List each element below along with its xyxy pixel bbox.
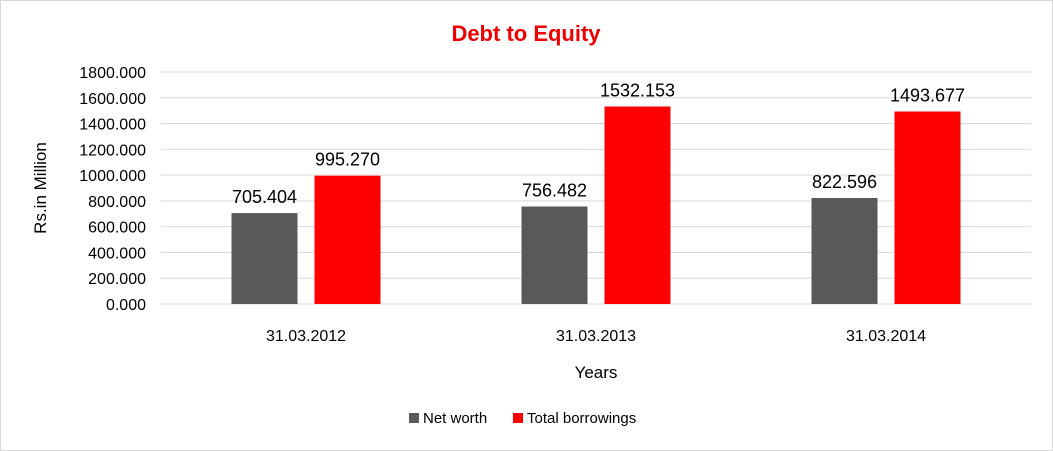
x-tick-label-1: 31.03.2013 [556, 328, 636, 345]
y-tick-label-0: 0.000 [106, 297, 146, 314]
legend-swatch-net-worth [409, 413, 419, 423]
chart-title: Debt to Equity [451, 21, 601, 46]
y-axis-ticks: 0.000 200.000 400.000 600.000 800.000 1000.00… [79, 65, 146, 314]
bars [231, 106, 961, 305]
x-tick-label-0: 31.03.2012 [266, 328, 346, 345]
legend: Net worth Total borrowings [409, 410, 636, 427]
y-tick-label-5: 1000.000 [79, 168, 146, 185]
x-axis-ticks: 31.03.2012 31.03.2013 31.03.2014 [266, 328, 926, 345]
y-tick-label-1: 200.000 [88, 271, 146, 288]
data-label-net-worth-2: 822.596 [812, 172, 877, 192]
y-tick-label-6: 1200.000 [79, 142, 146, 159]
bar-total-borrowings-1 [604, 106, 671, 305]
bar-total-borrowings-0 [314, 175, 381, 304]
data-label-total-borrowings-1: 1532.153 [600, 81, 675, 101]
bar-total-borrowings-2 [894, 111, 961, 304]
bar-net-worth-2 [811, 197, 878, 304]
legend-swatch-total-borrowings [513, 413, 523, 423]
legend-label-net-worth: Net worth [423, 410, 487, 427]
data-label-net-worth-1: 756.482 [522, 180, 587, 200]
data-label-total-borrowings-0: 995.270 [315, 150, 380, 170]
x-axis-title: Years [575, 363, 618, 382]
y-tick-label-8: 1600.000 [79, 91, 146, 108]
y-tick-label-4: 800.000 [88, 194, 146, 211]
y-tick-label-7: 1400.000 [79, 117, 146, 134]
y-tick-label-9: 1800.000 [79, 65, 146, 82]
y-axis-title: Rs.in Million [31, 142, 50, 234]
x-tick-label-2: 31.03.2014 [846, 328, 926, 345]
data-label-total-borrowings-2: 1493.677 [890, 85, 965, 105]
y-tick-label-2: 400.000 [88, 245, 146, 262]
legend-label-total-borrowings: Total borrowings [527, 410, 636, 427]
y-tick-label-3: 600.000 [88, 220, 146, 237]
bar-net-worth-0 [231, 213, 298, 304]
data-label-net-worth-0: 705.404 [232, 187, 297, 207]
gridlines [161, 71, 1031, 305]
data-labels: 705.404 995.270 756.482 1532.153 822.596 1493… [232, 81, 965, 208]
bar-net-worth-1 [521, 206, 588, 304]
